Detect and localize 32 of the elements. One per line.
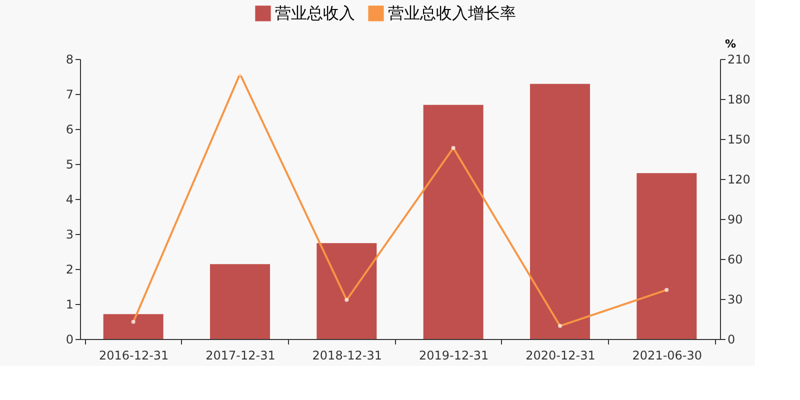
x-tick-label: 2016-12-31	[98, 348, 169, 362]
x-tick-label: 2020-12-31	[526, 348, 596, 362]
bar	[210, 264, 270, 339]
y2-tick-label: 180	[728, 92, 750, 106]
y2-tick-label: 0	[728, 332, 736, 346]
y2-axis-title: %	[724, 38, 736, 50]
y-tick-label: 7	[66, 88, 74, 102]
y-tick-label: 3	[66, 228, 74, 242]
y2-tick-label: 120	[728, 172, 750, 186]
y2-tick-label: 210	[728, 52, 750, 66]
y2-tick-label: 30	[728, 292, 743, 306]
y-tick-label: 5	[66, 158, 74, 172]
y-tick-label: 1	[66, 298, 74, 312]
y-tick-label: 8	[66, 52, 74, 66]
bar	[423, 104, 484, 339]
y-tick-label: 4	[66, 192, 74, 206]
x-tick-label: 2021-06-30	[632, 348, 702, 362]
x-tick-label: 2019-12-31	[418, 348, 489, 362]
bar	[530, 84, 590, 339]
legend-label: 营业总收入增长率	[388, 3, 516, 22]
bar	[103, 314, 164, 339]
legend-label: 营业总收入	[275, 3, 355, 22]
y2-tick-label: 90	[728, 212, 743, 226]
x-tick-label: 2017-12-31	[206, 348, 276, 362]
bar	[636, 173, 697, 339]
y2-tick-label: 150	[728, 132, 750, 146]
bar	[316, 243, 377, 339]
x-tick-label: 2018-12-31	[312, 348, 382, 362]
y2-tick-label: 60	[728, 252, 743, 266]
y-tick-label: 0	[66, 332, 74, 346]
y-tick-label: 2	[66, 262, 74, 276]
y-tick-label: 6	[66, 122, 74, 136]
